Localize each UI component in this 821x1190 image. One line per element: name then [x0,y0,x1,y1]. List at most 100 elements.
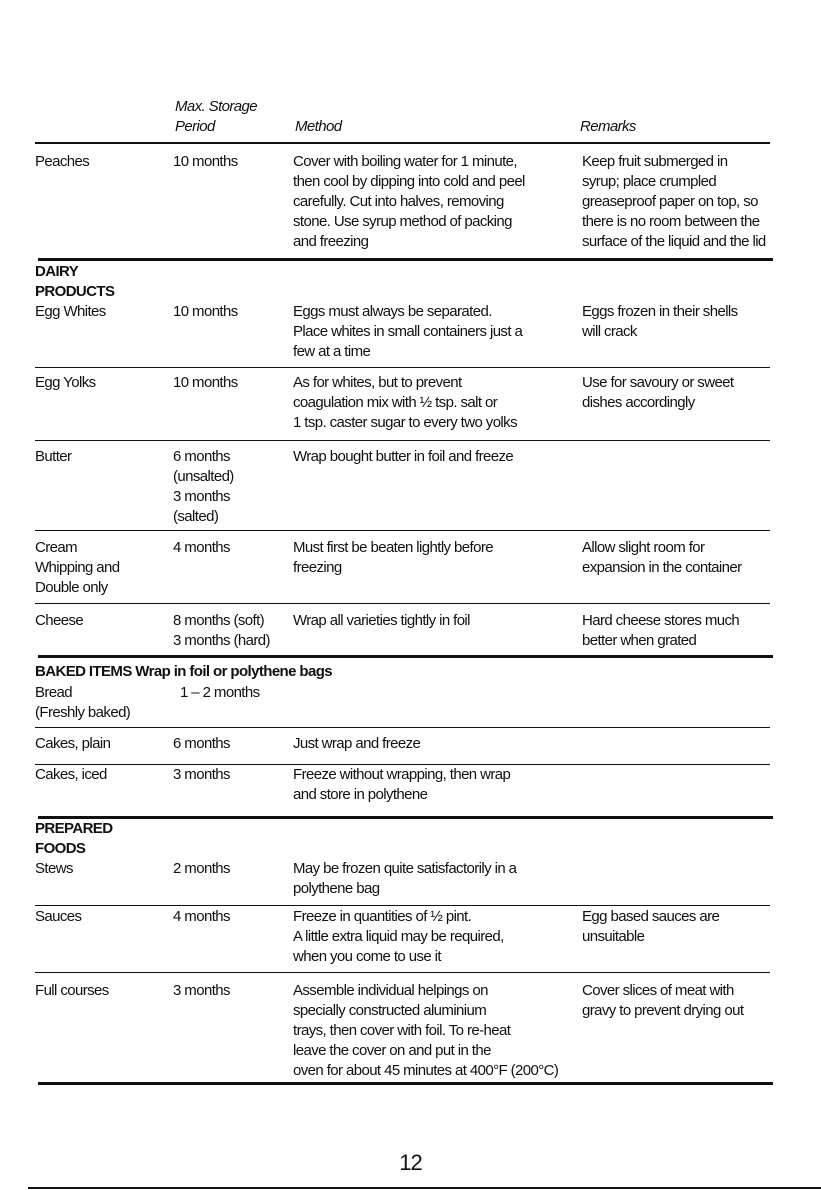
text-line: Allow slight room for [582,539,705,556]
text-line: Wrap all varieties tightly in foil [293,612,471,629]
cell-method: Wrap all varieties tightly in foil [293,611,471,631]
text-line: expansion in the container [582,559,742,576]
cell-name: Cream Whipping and Double only [35,538,120,598]
cell-name: Cakes, iced [35,765,107,785]
cell-period: 3 months [173,765,231,785]
text-line: Hard cheese stores much [582,612,740,629]
text-line: 3 months (hard) [173,632,270,649]
text-line: A little extra liquid may be required, [293,928,504,945]
cell-period: 2 months [173,859,231,879]
divider-rule [28,1187,821,1189]
text-line: Stews [35,860,73,877]
cell-remarks: Egg based sauces are unsuitable [582,907,720,947]
text-line: carefully. Cut into halves, removing [293,193,504,210]
text-line: Peaches [35,153,90,170]
cell-remarks: Cover slices of meat with gravy to preven… [582,981,744,1021]
section-heading: PREPARED FOODS [35,819,113,859]
text-line: 6 months [173,448,231,465]
text-line: Bread [35,684,73,701]
text-line: 3 months [173,982,231,999]
cell-method: Must first be beaten lightly before freez… [293,538,494,578]
header-period-line: Max. Storage [175,98,258,115]
cell-period: 10 months [173,302,238,322]
text-line: Double only [35,579,108,596]
text-line: polythene bag [293,880,380,897]
text-line: 3 months [173,766,231,783]
cell-period: 4 months [173,907,231,927]
text-line: May be frozen quite satisfactorily in a [293,860,517,877]
text-line: 3 months [173,488,231,505]
cell-period: 3 months [173,981,231,1001]
text-line: Freeze in quantities of ½ pint. [293,908,472,925]
divider-rule [38,1082,773,1085]
cell-method: Wrap bought butter in foil and freeze [293,447,514,467]
cell-remarks: Hard cheese stores much better when grate… [582,611,740,651]
divider-rule [38,258,773,261]
divider-rule [38,816,773,819]
text-line: dishes accordingly [582,394,695,411]
cell-remarks: Keep fruit submerged in syrup; place crum… [582,152,766,252]
text-line: DAIRY [35,263,79,280]
cell-remarks: Allow slight room for expansion in the co… [582,538,742,578]
text-line: gravy to prevent drying out [582,1002,744,1019]
cell-method: May be frozen quite satisfactorily in a p… [293,859,517,899]
text-line: Use for savoury or sweet [582,374,734,391]
divider-rule [35,972,770,973]
text-line: and freezing [293,233,369,250]
divider-rule [35,727,770,728]
text-line: when you come to use it [293,948,442,965]
cell-name: Butter [35,447,72,467]
text-line: then cool by dipping into cold and peel [293,173,525,190]
text-line: few at a time [293,343,371,360]
text-line: and store in polythene [293,786,428,803]
text-line: 1 – 2 months [180,684,260,701]
text-line: Just wrap and freeze [293,735,421,752]
text-line: stone. Use syrup method of packing [293,213,513,230]
text-line: 4 months [173,539,231,556]
text-line: PRODUCTS [35,283,115,300]
text-line: Cover slices of meat with [582,982,734,999]
text-line: Eggs frozen in their shells [582,303,738,320]
cell-method: As for whites, but to prevent coagulation… [293,373,518,433]
text-line: PREPARED [35,820,113,837]
text-line: FOODS [35,840,86,857]
cell-name: Sauces [35,907,82,927]
cell-name: Full courses [35,981,109,1001]
text-line: Egg based sauces are [582,908,720,925]
text-line: 8 months (soft) [173,612,265,629]
divider-rule [35,905,770,906]
text-line: 2 months [173,860,231,877]
cell-period: 6 months (unsalted) 3 months (salted) [173,447,234,527]
text-line: As for whites, but to prevent [293,374,462,391]
text-line: freezing [293,559,342,576]
text-line: Whipping and [35,559,120,576]
section-heading: DAIRY PRODUCTS [35,262,115,302]
text-line: greaseproof paper on top, so [582,193,758,210]
divider-rule [35,367,770,368]
text-line: 10 months [173,374,238,391]
text-line: Cheese [35,612,84,629]
cell-method: Assemble individual helpings on specially… [293,981,559,1081]
cell-period: 4 months [173,538,231,558]
text-line: Egg Yolks [35,374,96,391]
cell-name: Stews [35,859,73,879]
header-method: Method [295,118,342,135]
text-line: BAKED ITEMS Wrap in foil or polythene ba… [35,663,333,680]
cell-period: 8 months (soft) 3 months (hard) [173,611,270,651]
cell-name: Bread (Freshly baked) [35,683,131,723]
header-remarks: Remarks [580,118,636,135]
page-number: 12 [399,1150,422,1175]
cell-name: Cheese [35,611,84,631]
cell-remarks: Eggs frozen in their shells will crack [582,302,738,342]
text-line: Place whites in small containers just a [293,323,523,340]
text-line: unsuitable [582,928,645,945]
text-line: Wrap bought butter in foil and freeze [293,448,514,465]
header-period: Max. Storage Period [175,97,258,137]
text-line: Butter [35,448,72,465]
text-line: Sauces [35,908,82,925]
text-line: syrup; place crumpled [582,173,717,190]
header-period-line: Period [175,118,215,135]
cell-period: 1 – 2 months [180,683,260,703]
text-line: 1 tsp. caster sugar to every two yolks [293,414,518,431]
cell-name: Egg Whites [35,302,106,322]
